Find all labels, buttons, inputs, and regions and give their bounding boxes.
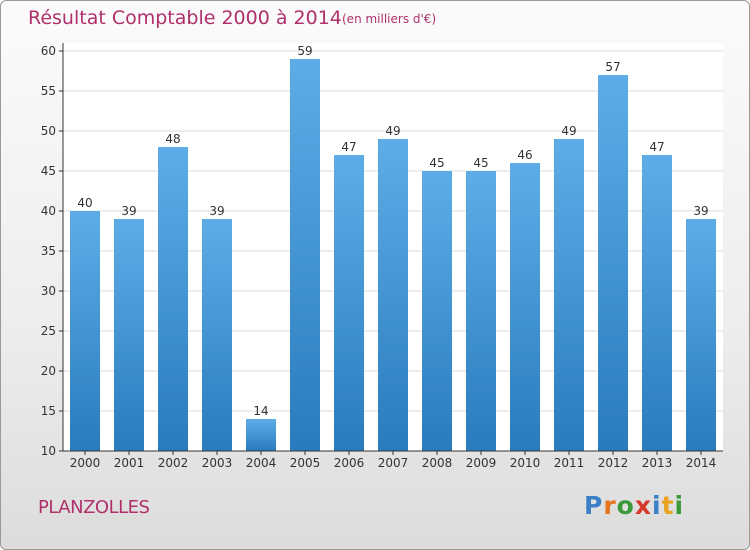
- chart-unit-label: (en milliers d'€): [342, 12, 437, 26]
- x-tick-label: 2000: [70, 456, 101, 470]
- y-tick-label: 35: [41, 244, 56, 258]
- data-label: 45: [473, 156, 488, 170]
- x-tick-label: 2009: [466, 456, 497, 470]
- bar-2000: [70, 211, 100, 451]
- y-tick-label: 40: [41, 204, 56, 218]
- y-tick-label: 50: [41, 124, 56, 138]
- data-label: 40: [77, 196, 92, 210]
- bar-2007: [378, 139, 408, 451]
- data-label: 47: [341, 140, 356, 154]
- chart-title: Résultat Comptable 2000 à 2014: [28, 7, 342, 29]
- bar-2003: [202, 219, 232, 451]
- data-label: 49: [561, 124, 576, 138]
- y-tick-label: 60: [41, 44, 56, 58]
- x-tick-label: 2002: [158, 456, 189, 470]
- y-tick-label: 30: [41, 284, 56, 298]
- x-tick-label: 2010: [510, 456, 541, 470]
- data-label: 59: [297, 44, 312, 58]
- x-tick-label: 2003: [202, 456, 233, 470]
- bar-2001: [114, 219, 144, 451]
- bar-2013: [642, 155, 672, 451]
- proxiti-logo: Proxiti: [584, 491, 685, 520]
- y-tick-label: 25: [41, 324, 56, 338]
- data-label: 39: [121, 204, 136, 218]
- bar-2014: [686, 219, 716, 451]
- y-tick-label: 45: [41, 164, 56, 178]
- bar-2011: [554, 139, 584, 451]
- bar-2002: [158, 147, 188, 451]
- x-tick-label: 2004: [246, 456, 277, 470]
- x-tick-label: 2012: [598, 456, 629, 470]
- y-tick-label: 55: [41, 84, 56, 98]
- bar-2006: [334, 155, 364, 451]
- data-label: 39: [693, 204, 708, 218]
- y-tick-label: 20: [41, 364, 56, 378]
- x-tick-label: 2007: [378, 456, 409, 470]
- data-label: 49: [385, 124, 400, 138]
- x-tick-label: 2001: [114, 456, 145, 470]
- x-tick-label: 2006: [334, 456, 365, 470]
- x-tick-label: 2011: [554, 456, 585, 470]
- bar-2004: [246, 419, 276, 451]
- y-tick-label: 15: [41, 404, 56, 418]
- bar-2010: [510, 163, 540, 451]
- x-tick-label: 2014: [686, 456, 717, 470]
- x-tick-label: 2013: [642, 456, 673, 470]
- data-label: 47: [649, 140, 664, 154]
- data-label: 14: [253, 404, 268, 418]
- bar-2012: [598, 75, 628, 451]
- bar-2009: [466, 171, 496, 451]
- data-label: 46: [517, 148, 532, 162]
- x-tick-label: 2005: [290, 456, 321, 470]
- data-label: 48: [165, 132, 180, 146]
- data-label: 39: [209, 204, 224, 218]
- bar-2008: [422, 171, 452, 451]
- bar-2005: [290, 59, 320, 451]
- x-tick-label: 2008: [422, 456, 453, 470]
- data-label: 57: [605, 60, 620, 74]
- commune-name: PLANZOLLES: [38, 497, 150, 518]
- y-tick-label: 10: [41, 444, 56, 458]
- data-label: 45: [429, 156, 444, 170]
